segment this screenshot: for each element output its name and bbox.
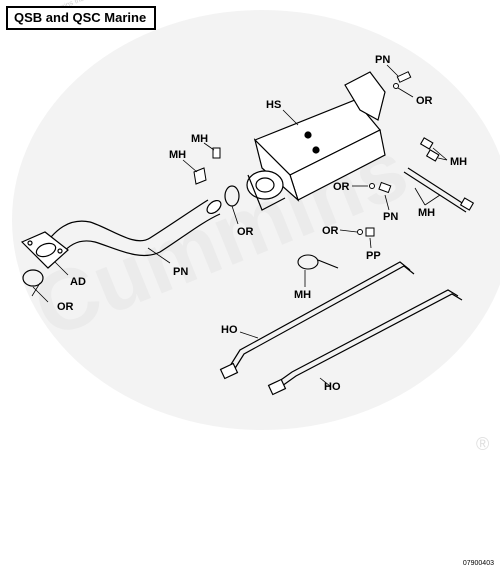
label-or-bottom-left: OR (57, 301, 74, 313)
hose-lower (267, 289, 463, 396)
label-mh-tie: MH (294, 289, 311, 301)
label-pn-mid: PN (383, 211, 398, 223)
figure-id: 07900403 (462, 560, 494, 567)
label-mh-right-lower: MH (418, 207, 435, 219)
label-mh-left: MH (169, 149, 186, 161)
tie-strap (297, 254, 339, 270)
fittings-top (393, 71, 412, 89)
label-or-mid: OR (333, 181, 350, 193)
label-pn-pipe: PN (173, 266, 188, 278)
hose-upper (219, 261, 415, 380)
label-mh-center: MH (191, 133, 208, 145)
label-pp: PP (366, 250, 381, 262)
label-ho-upper: HO (221, 324, 238, 336)
watermark-registered: ® (476, 434, 489, 454)
label-or-top: OR (416, 95, 433, 107)
label-ad: AD (70, 276, 86, 288)
bolts-right (403, 137, 475, 213)
watermark: Cummins ©Cummins Inc. ® (12, 0, 500, 454)
heat-exchanger (246, 71, 386, 211)
label-hs: HS (266, 99, 281, 111)
leader-lines (31, 64, 448, 387)
diagram-title: QSB and QSC Marine (6, 6, 156, 30)
label-mh-right-upper: MH (450, 156, 467, 168)
fittings-mid (357, 181, 392, 237)
callout-labels: PN OR HS MH MH MH OR PN MH OR OR PP MH P… (57, 54, 467, 393)
label-pn-top: PN (375, 54, 390, 66)
label-or-left-mid: OR (237, 226, 254, 238)
exhaust-pipe (20, 199, 222, 269)
label-ho-lower: HO (324, 381, 341, 393)
o-ring-icon (22, 269, 44, 287)
label-or-lower: OR (322, 225, 339, 237)
